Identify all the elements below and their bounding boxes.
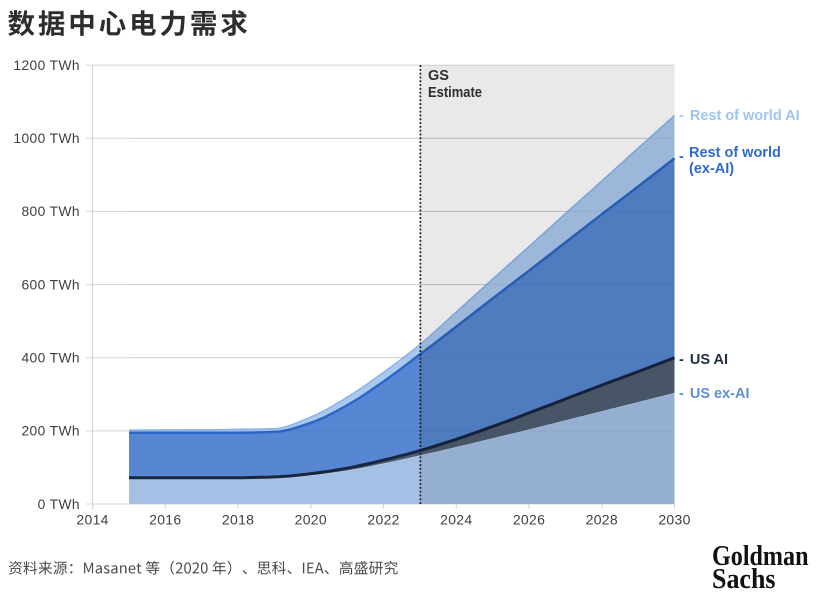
svg-text:-: - [679, 149, 684, 165]
svg-text:(ex-AI): (ex-AI) [689, 161, 734, 177]
svg-text:Rest of world: Rest of world [689, 145, 781, 161]
svg-text:2016: 2016 [149, 512, 181, 528]
svg-text:200 TWh: 200 TWh [21, 424, 80, 439]
svg-text:400 TWh: 400 TWh [21, 351, 80, 366]
svg-text:2026: 2026 [513, 512, 545, 528]
svg-text:2014: 2014 [76, 512, 108, 528]
svg-text:1200 TWh: 1200 TWh [13, 58, 80, 73]
svg-text:2018: 2018 [222, 512, 254, 528]
svg-text:Sachs: Sachs [712, 564, 776, 595]
svg-text:- US AI: - US AI [679, 352, 728, 368]
svg-text:- US ex-AI: - US ex-AI [679, 386, 750, 402]
svg-text:Goldman: Goldman [712, 541, 809, 572]
svg-text:Estimate: Estimate [428, 85, 482, 101]
svg-text:0 TWh: 0 TWh [38, 497, 80, 512]
svg-text:800 TWh: 800 TWh [21, 204, 80, 219]
svg-text:1000 TWh: 1000 TWh [13, 131, 80, 146]
svg-text:2024: 2024 [440, 512, 472, 528]
svg-text:GS: GS [428, 68, 449, 84]
svg-text:- Rest of world AI: - Rest of world AI [679, 108, 800, 124]
svg-text:2030: 2030 [658, 512, 690, 528]
svg-text:600 TWh: 600 TWh [21, 277, 80, 292]
svg-text:2028: 2028 [586, 512, 618, 528]
svg-text:2022: 2022 [367, 512, 399, 528]
svg-text:2020: 2020 [295, 512, 327, 528]
